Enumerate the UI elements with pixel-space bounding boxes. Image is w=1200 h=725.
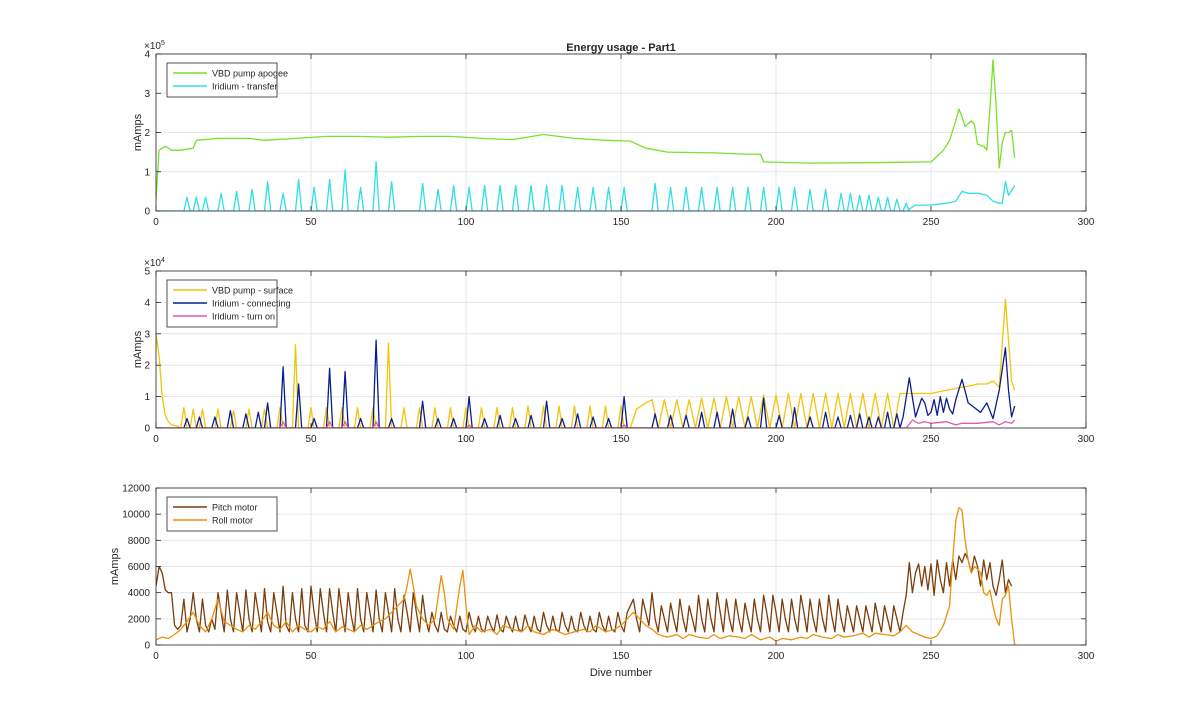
x-tick-label: 250 (923, 651, 940, 662)
y-tick-label: 1 (144, 392, 150, 403)
x-tick-label: 200 (768, 651, 785, 662)
y-axis-label: mAmps (109, 547, 121, 585)
x-tick-label: 50 (305, 434, 317, 445)
subplot-3: 0 50 100 150 200 250 300 0 2000 4000 6000 8000 10000… (109, 484, 1095, 663)
series-line-pitch-motor (156, 552, 1013, 633)
y-tick-label: 4 (144, 50, 150, 61)
legend-label: Roll motor (212, 516, 253, 526)
y-tick-label: 2 (144, 128, 150, 139)
x-tick-label: 0 (153, 651, 159, 662)
x-tick-label: 150 (613, 651, 630, 662)
y-tick-label: 3 (144, 89, 150, 100)
y-tick-label: 2000 (128, 614, 151, 625)
legend-label: Iridium - transfer (212, 82, 278, 92)
y-tick-label: 5 (144, 267, 150, 278)
y-axis-label: mAmps (132, 113, 144, 151)
y-axis-label: mAmps (132, 330, 144, 368)
y-exponent-label: ×105 (144, 40, 165, 52)
legend-box (166, 496, 278, 532)
legend: Pitch motor Roll motor (166, 496, 278, 532)
y-tick-label: 4 (144, 298, 150, 309)
series-line-vbd-pump-apogee (156, 59, 1016, 200)
x-tick-label: 200 (768, 217, 785, 228)
y-tick-label: 0 (144, 207, 150, 218)
legend-label: Iridium - connecting (212, 299, 291, 309)
x-tick-label: 250 (923, 217, 940, 228)
legend: VBD pump - surface Iridium - connecting Ir… (166, 279, 293, 328)
x-tick-label: 300 (1078, 217, 1095, 228)
series-line-vbd-pump-surface (156, 298, 1016, 428)
legend-label: Iridium - turn on (212, 312, 275, 322)
legend-box (166, 62, 278, 98)
series-line-iridium-turn-on (156, 419, 1016, 428)
legend-label: VBD pump - surface (212, 286, 293, 296)
y-exponent-label: ×104 (144, 257, 165, 269)
x-tick-label: 100 (458, 651, 475, 662)
x-tick-label: 100 (458, 217, 475, 228)
x-tick-label: 150 (613, 217, 630, 228)
x-tick-label: 0 (153, 434, 159, 445)
x-tick-label: 200 (768, 434, 785, 445)
x-tick-label: 100 (458, 434, 475, 445)
legend: VBD pump apogee Iridium - transfer (166, 62, 288, 98)
x-tick-label: 0 (153, 217, 159, 228)
subplot-2: 0 50 100 150 200 250 300 0 1 2 3 4 5×104 mAmps VBD pum… (132, 257, 1095, 445)
y-tick-label: 8000 (128, 536, 151, 547)
series-line-roll-motor (156, 506, 1016, 645)
x-tick-label: 300 (1078, 434, 1095, 445)
x-tick-label: 150 (613, 434, 630, 445)
series-line-iridium-connecting (156, 339, 1016, 428)
y-tick-label: 3 (144, 329, 150, 340)
y-tick-label: 0 (144, 424, 150, 435)
y-tick-label: 0 (144, 641, 150, 652)
legend-label: VBD pump apogee (212, 69, 288, 79)
x-tick-label: 50 (305, 217, 317, 228)
x-axis-label: Dive number (590, 667, 653, 679)
y-tick-label: 2 (144, 361, 150, 372)
legend-label: Pitch motor (212, 503, 258, 513)
y-tick-label: 4000 (128, 588, 151, 599)
y-tick-label: 10000 (122, 510, 150, 521)
chart-title: Energy usage - Part1 (566, 42, 675, 54)
y-tick-label: 1 (144, 167, 150, 178)
x-tick-label: 50 (305, 651, 317, 662)
y-tick-label: 12000 (122, 484, 150, 495)
x-tick-label: 300 (1078, 651, 1095, 662)
y-tick-label: 6000 (128, 562, 151, 573)
x-tick-label: 250 (923, 434, 940, 445)
subplot-1: 0 50 100 150 200 250 300 0 1 2 3 4×105 mAmps VBD pump… (132, 40, 1095, 228)
